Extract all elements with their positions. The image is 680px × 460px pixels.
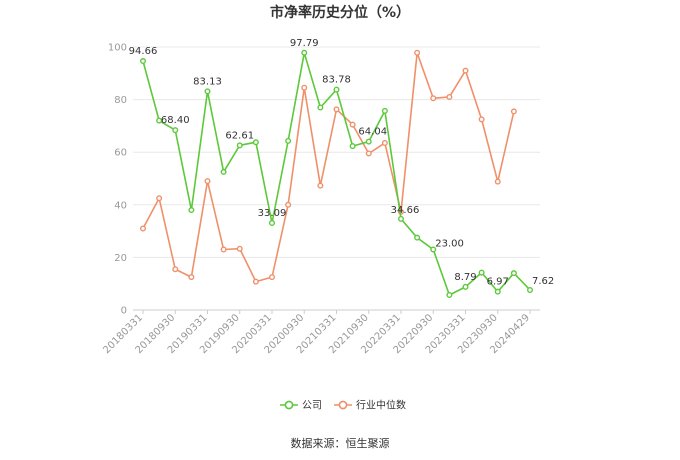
data-point[interactable]: [204, 88, 211, 95]
data-point[interactable]: [139, 225, 146, 232]
data-point[interactable]: [430, 246, 437, 253]
data-point[interactable]: [188, 207, 195, 214]
data-point[interactable]: [478, 269, 485, 276]
legend-item[interactable]: 行业中位数: [334, 399, 406, 412]
data-point[interactable]: [301, 49, 308, 56]
data-point[interactable]: [349, 143, 356, 150]
data-point[interactable]: [494, 178, 501, 185]
label-layer: 94.66 68.40 83.13 62.61 33.09 97.79 83.78 64.04…: [129, 38, 555, 288]
data-point[interactable]: [365, 138, 372, 145]
data-point[interactable]: [446, 93, 453, 100]
data-label: 33.09: [258, 208, 287, 219]
data-point[interactable]: [172, 266, 179, 273]
legend-swatch-marker: [284, 400, 294, 410]
data-point[interactable]: [269, 274, 276, 281]
data-label: 23.00: [435, 239, 464, 250]
data-label: 94.66: [129, 46, 158, 57]
data-point[interactable]: [252, 278, 259, 285]
data-point[interactable]: [478, 116, 485, 123]
data-point[interactable]: [204, 178, 211, 185]
data-point[interactable]: [333, 86, 340, 93]
data-point[interactable]: [527, 286, 534, 293]
data-point[interactable]: [317, 104, 324, 111]
data-label: 62.61: [225, 130, 254, 141]
series-line: [142, 51, 515, 283]
data-point[interactable]: [414, 234, 421, 241]
data-point[interactable]: [462, 67, 469, 74]
y-tick-label: 80: [114, 95, 127, 106]
y-tick-label: 40: [114, 200, 127, 211]
data-label: 7.62: [532, 276, 554, 287]
data-point[interactable]: [236, 142, 243, 149]
data-point[interactable]: [285, 201, 292, 208]
data-label: 68.40: [161, 115, 190, 126]
data-point[interactable]: [139, 58, 146, 65]
y-tick-label: 60: [114, 148, 127, 159]
data-label: 34.66: [391, 205, 420, 216]
data-point[interactable]: [252, 139, 259, 146]
data-point[interactable]: [510, 108, 517, 115]
data-point[interactable]: [220, 246, 227, 253]
data-label: 64.04: [358, 127, 387, 138]
y-tick-label: 0: [121, 306, 127, 317]
data-point[interactable]: [365, 150, 372, 157]
y-tick-label: 100: [108, 43, 127, 54]
data-point[interactable]: [349, 121, 356, 128]
data-point[interactable]: [172, 127, 179, 134]
data-label: 83.78: [322, 75, 351, 86]
data-point[interactable]: [156, 117, 163, 124]
legend[interactable]: 公司 行业中位数: [280, 399, 406, 412]
y-tick-label: 20: [114, 253, 127, 264]
data-point[interactable]: [333, 106, 340, 113]
data-label: 6.97: [487, 277, 509, 288]
data-source: 数据来源：恒生聚源: [291, 436, 390, 450]
data-label: 83.13: [193, 76, 222, 87]
grid-layer: [133, 46, 540, 258]
data-point[interactable]: [446, 292, 453, 299]
series-layer: [139, 49, 534, 299]
data-point[interactable]: [510, 270, 517, 277]
data-label: 97.79: [290, 38, 319, 49]
legend-label: 公司: [302, 401, 322, 412]
data-label: 8.79: [454, 272, 476, 283]
data-point[interactable]: [269, 219, 276, 226]
legend-swatch-marker: [338, 400, 348, 410]
data-point[interactable]: [236, 245, 243, 252]
data-point[interactable]: [381, 107, 388, 114]
legend-item[interactable]: 公司: [280, 401, 322, 412]
data-point[interactable]: [156, 195, 163, 202]
data-point[interactable]: [285, 137, 292, 144]
data-point[interactable]: [494, 288, 501, 295]
data-point[interactable]: [430, 95, 437, 102]
data-point[interactable]: [414, 49, 421, 56]
data-point[interactable]: [381, 139, 388, 146]
data-point[interactable]: [220, 168, 227, 175]
axis-layer: 0204060801002018033120180930201903312019…: [101, 43, 540, 356]
data-point[interactable]: [462, 283, 469, 290]
data-point[interactable]: [188, 274, 195, 281]
legend-label: 行业中位数: [356, 399, 406, 412]
data-point[interactable]: [317, 182, 324, 189]
chart-title: 市净率历史分位（%）: [270, 4, 410, 21]
data-point[interactable]: [398, 215, 405, 222]
data-point[interactable]: [301, 84, 308, 91]
